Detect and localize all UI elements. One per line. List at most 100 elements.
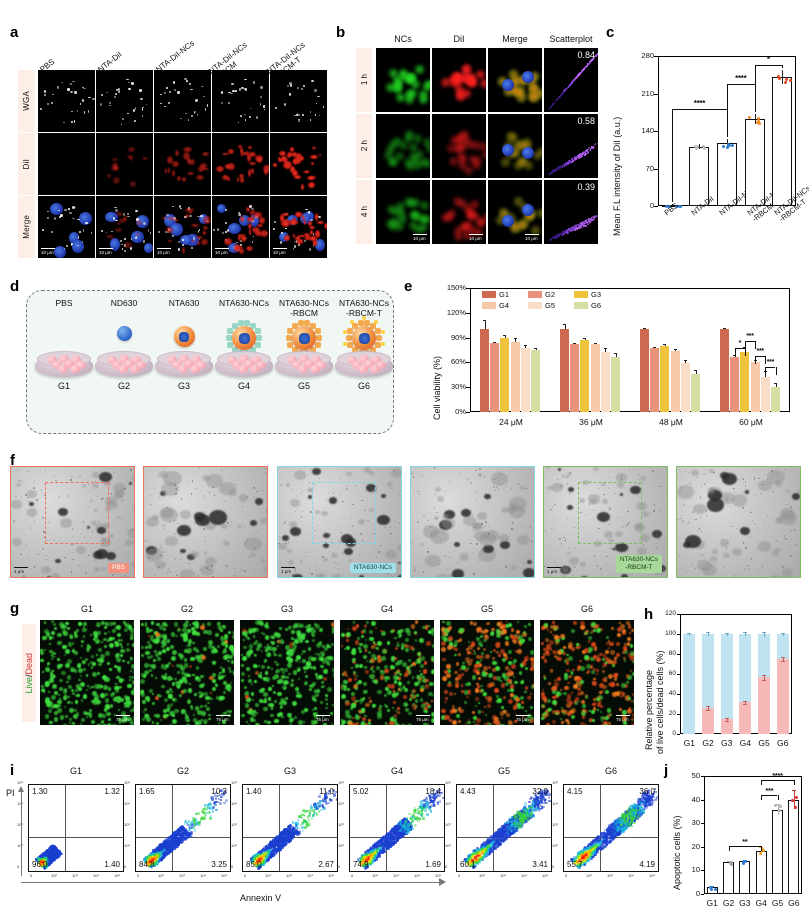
figure-decoration <box>131 664 134 669</box>
figure-decoration <box>171 703 174 706</box>
figure-decoration <box>452 720 457 725</box>
figure-decoration <box>245 542 246 543</box>
figure-decoration <box>359 664 363 668</box>
figure-decoration: 1 μm <box>281 569 291 574</box>
figure-decoration <box>526 488 527 489</box>
figure-decoration <box>376 469 377 470</box>
figure-decoration <box>14 522 15 523</box>
figure-decoration: 1 μm <box>547 569 557 574</box>
figure-decoration <box>731 537 732 538</box>
tag-line2: -RBCM-T <box>620 564 658 572</box>
figure-decoration <box>563 646 566 649</box>
figure-decoration <box>473 552 474 553</box>
figure-decoration <box>501 717 504 720</box>
figure-decoration <box>730 506 731 507</box>
figure-decoration <box>695 568 696 569</box>
figure-decoration <box>175 635 177 637</box>
figure-decoration <box>685 471 686 472</box>
figure-decoration <box>594 555 595 556</box>
figure-decoration <box>260 103 261 106</box>
panel-c-ytick: 0 <box>632 201 654 210</box>
figure-decoration <box>90 661 93 664</box>
figure-decoration <box>405 71 418 84</box>
figure-decoration <box>653 510 654 511</box>
figure-decoration <box>78 236 79 239</box>
figure-decoration <box>563 537 564 538</box>
figure-decoration <box>332 704 334 706</box>
figure-decoration <box>28 471 29 472</box>
figure-decoration <box>455 681 459 685</box>
figure-decoration <box>187 719 190 722</box>
figure-decoration <box>772 550 779 556</box>
figure-decoration <box>168 694 172 698</box>
group-title: NTA630-NCs -RBCM <box>274 298 334 318</box>
figure-decoration <box>394 637 397 640</box>
figure-decoration <box>571 715 576 720</box>
figure-decoration <box>762 484 763 485</box>
figure-decoration <box>294 470 307 480</box>
figure-decoration <box>390 526 391 527</box>
figure-decoration <box>196 632 200 636</box>
figure-decoration <box>475 500 476 501</box>
figure-decoration <box>224 648 226 650</box>
figure-decoration <box>474 523 481 528</box>
figure-decoration <box>287 85 289 88</box>
group-id-label: G5 <box>274 381 334 391</box>
figure-decoration <box>98 663 101 666</box>
figure-decoration <box>312 639 316 643</box>
figure-decoration <box>792 493 800 500</box>
figure-decoration <box>149 689 153 693</box>
figure-decoration <box>528 91 541 104</box>
figure-decoration <box>510 684 515 689</box>
panel-e-legend-swatch-G4 <box>482 302 496 309</box>
figure-decoration <box>565 89 567 91</box>
figure-decoration <box>411 694 415 698</box>
figure-decoration <box>362 316 366 320</box>
figure-decoration <box>650 515 651 516</box>
figure-decoration <box>609 642 614 647</box>
figure-decoration <box>352 658 356 662</box>
figure-decoration <box>674 349 677 350</box>
figure-decoration <box>359 333 370 344</box>
figure-decoration <box>251 692 255 696</box>
figure-decoration <box>74 634 78 638</box>
figure-decoration <box>616 642 620 646</box>
figure-decoration <box>116 686 119 689</box>
figure-decoration <box>178 248 180 251</box>
figure-decoration <box>405 670 410 675</box>
figure-decoration <box>205 541 206 542</box>
figure-decoration <box>247 154 251 161</box>
figure-decoration <box>503 696 506 699</box>
figure-decoration <box>484 723 488 725</box>
figure-decoration <box>81 699 84 702</box>
figure-decoration <box>452 569 464 578</box>
figure-decoration <box>715 563 716 564</box>
figure-decoration <box>78 565 79 566</box>
figure-decoration <box>656 548 657 549</box>
figure-decoration <box>12 538 22 546</box>
figure-decoration <box>388 482 389 483</box>
figure-decoration <box>479 468 480 469</box>
figure-decoration <box>121 518 122 519</box>
figure-decoration <box>93 631 98 636</box>
figure-decoration <box>167 480 168 481</box>
figure-decoration <box>26 544 27 545</box>
figure-decoration <box>531 540 532 541</box>
figure-decoration <box>83 694 87 698</box>
figure-decoration <box>227 688 230 691</box>
figure-decoration <box>158 473 159 474</box>
figure-decoration <box>92 577 93 578</box>
figure-decoration <box>475 470 476 471</box>
figure-decoration <box>45 355 89 370</box>
figure-decoration <box>281 484 282 485</box>
panel-f-tem-3 <box>410 466 535 578</box>
figure-decoration <box>495 536 496 537</box>
figure-decoration <box>252 241 253 243</box>
figure-decoration <box>754 478 755 479</box>
figure-decoration <box>442 631 447 636</box>
figure-decoration <box>282 671 285 674</box>
figure-decoration <box>762 566 763 567</box>
figure-decoration <box>204 551 207 554</box>
figure-decoration <box>285 355 329 370</box>
figure-decoration <box>257 531 258 532</box>
